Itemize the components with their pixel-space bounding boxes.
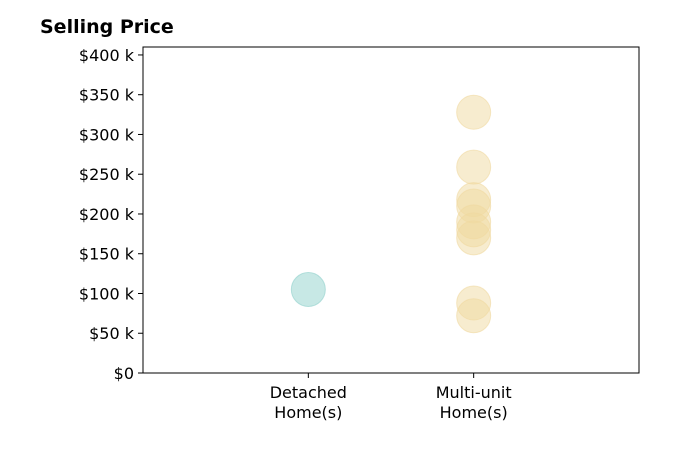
y-tick-label: $200 k — [79, 205, 135, 224]
x-tick-label: Detached Home(s) — [270, 383, 347, 422]
y-tick-label: $250 k — [79, 165, 135, 184]
y-tick-label: $300 k — [79, 125, 135, 144]
chart-title: Selling Price — [40, 16, 174, 38]
y-tick-label: $100 k — [79, 284, 135, 303]
data-point — [456, 220, 492, 256]
x-axis: Detached Home(s) Multi-unit Home(s) — [270, 373, 512, 422]
x-tick-label: Multi-unit Home(s) — [436, 383, 512, 422]
data-point — [456, 298, 492, 334]
y-axis: $0 $50 k $100 k $150 k $200 k $250 k $300 k $35… — [79, 46, 143, 383]
data-point — [290, 272, 326, 308]
data-points — [290, 94, 492, 334]
y-tick-label: $50 k — [89, 324, 135, 343]
data-point — [456, 149, 492, 185]
y-tick-label: $400 k — [79, 46, 135, 65]
y-tick-label: $0 — [114, 364, 134, 383]
data-point — [456, 94, 492, 130]
plot-frame — [142, 46, 640, 374]
y-tick-label: $350 k — [79, 86, 135, 105]
y-tick-label: $150 k — [79, 245, 135, 264]
